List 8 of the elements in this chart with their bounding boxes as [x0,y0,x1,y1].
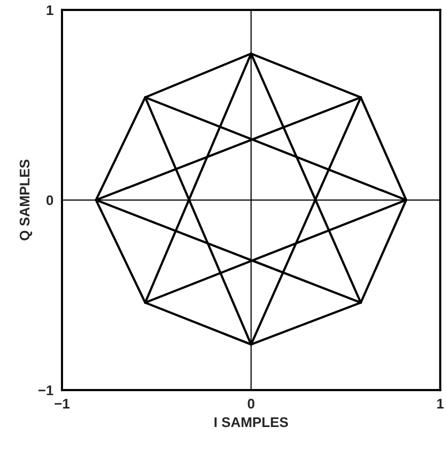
y-tick-label: −1 [38,386,54,396]
x-tick-label: 0 [248,398,254,409]
y-tick-label: 1 [46,5,54,15]
x-axis-title: I SAMPLES [214,417,288,428]
x-tick-label: 1 [437,398,444,408]
y-axis-title: Q SAMPLES [20,160,32,240]
y-tick-label: 0 [46,195,54,206]
x-tick-label: −1 [54,398,70,408]
